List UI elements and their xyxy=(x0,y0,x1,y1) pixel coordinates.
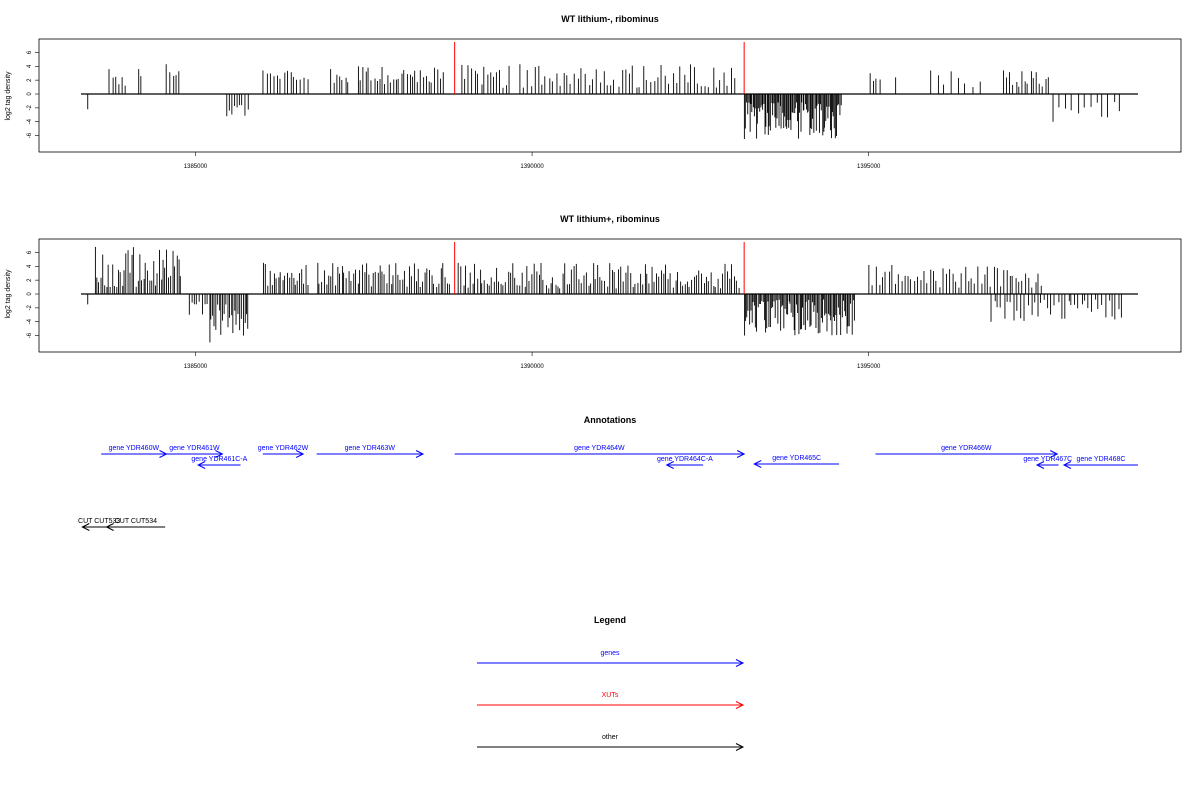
track-1-plot-frame xyxy=(38,38,1182,153)
gene-arrow: gene YDR463W xyxy=(316,445,425,458)
track-1-ylabel: log2 tag density xyxy=(5,71,12,121)
legend-item-label: XUTs xyxy=(602,692,619,699)
gene-arrow: gene YDR464C-A xyxy=(657,456,713,469)
x-tick-label: 1385000 xyxy=(184,364,208,370)
y-tick-label: 4 xyxy=(27,264,33,268)
other-label: CUT CUT534 xyxy=(115,518,157,525)
gene-label: gene YDR463W xyxy=(345,445,396,452)
track-2-title: WT lithium+, ribominus xyxy=(560,214,660,224)
gene-label: gene YDR460W xyxy=(109,445,160,452)
track-1-x-axis: 1385000 1390000 1395000 xyxy=(184,152,881,170)
x-tick-label: 1390000 xyxy=(520,164,544,170)
gene-label: gene YDR468C xyxy=(1077,456,1126,463)
gene-arrow: gene YDR467C xyxy=(1023,456,1072,469)
legend-items: genes XUTs other xyxy=(477,650,745,751)
legend-item-label: genes xyxy=(600,650,620,657)
y-tick-label: 0 xyxy=(27,292,33,296)
annotations-title: Annotations xyxy=(584,415,637,425)
track-1-y-axis: -6 -4 -2 0 2 4 6 xyxy=(27,50,39,138)
other-arrow: CUT CUT534 xyxy=(105,518,166,531)
y-tick-label: -4 xyxy=(27,318,33,324)
y-tick-label: 6 xyxy=(27,50,33,54)
gene-label: gene YDR467C xyxy=(1023,456,1072,463)
y-tick-label: -2 xyxy=(27,105,33,111)
gene-arrow: gene YDR466W xyxy=(875,445,1059,458)
other-label: CUT CUT533 xyxy=(78,518,120,525)
gene-label: gene YDR461C-A xyxy=(191,456,247,463)
y-tick-label: 2 xyxy=(27,78,33,82)
track-2-bars xyxy=(87,246,1122,343)
track-2-plot-frame xyxy=(38,238,1182,353)
legend: Legend genes XUTs other xyxy=(477,615,745,751)
track-panel-2: WT lithium+, ribominus log2 tag density … xyxy=(5,214,1182,370)
track-1-title: WT lithium-, ribominus xyxy=(561,14,659,24)
y-tick-label: 2 xyxy=(27,278,33,282)
gene-arrow: gene YDR461W xyxy=(166,445,224,458)
gene-label: gene YDR462W xyxy=(258,445,309,452)
legend-item-xuts: XUTs xyxy=(477,692,745,709)
gene-label: gene YDR465C xyxy=(772,455,821,462)
gene-arrow: gene YDR460W xyxy=(101,445,168,458)
gene-arrow: gene YDR468C xyxy=(1062,456,1138,469)
gene-arrow: gene YDR465C xyxy=(753,455,840,468)
y-tick-label: -6 xyxy=(27,132,33,138)
annotations-panel: Annotations gene YDR460W gene YDR461Wgene… xyxy=(78,415,1138,531)
gene-label: gene YDR466W xyxy=(941,445,992,452)
track-panel-1: WT lithium-, ribominus log2 tag density … xyxy=(5,14,1182,170)
y-tick-label: -6 xyxy=(27,332,33,338)
track-1-xut-markers xyxy=(454,42,745,94)
legend-item-other: other xyxy=(477,734,745,751)
track-2-y-axis: -6 -4 -2 0 2 4 6 xyxy=(27,250,39,338)
track-2-xut-markers xyxy=(454,242,745,294)
gene-arrow: gene YDR461C-A xyxy=(191,456,248,469)
legend-item-label: other xyxy=(602,734,619,741)
x-tick-label: 1395000 xyxy=(857,164,881,170)
track-2-x-axis: 1385000 1390000 1395000 xyxy=(184,352,881,370)
y-tick-label: 0 xyxy=(27,92,33,96)
legend-item-genes: genes xyxy=(477,650,745,667)
x-tick-label: 1385000 xyxy=(184,164,208,170)
track-1-bars xyxy=(87,64,1120,139)
gene-annotations: gene YDR460W gene YDR461W gene YDR461C-A ge… xyxy=(101,445,1138,469)
gene-label: gene YDR461W xyxy=(169,445,220,452)
y-tick-label: -2 xyxy=(27,305,33,311)
gene-label: gene YDR464W xyxy=(574,445,625,452)
legend-title: Legend xyxy=(594,615,626,625)
gene-label: gene YDR464C-A xyxy=(657,456,713,463)
track-2-ylabel: log2 tag density xyxy=(5,269,12,319)
y-tick-label: 6 xyxy=(27,250,33,254)
gene-arrow: gene YDR462W xyxy=(258,445,309,458)
y-tick-label: -4 xyxy=(27,118,33,124)
y-tick-label: 4 xyxy=(27,64,33,68)
gene-arrow: gene YDR464W xyxy=(454,445,746,458)
x-tick-label: 1390000 xyxy=(520,364,544,370)
x-tick-label: 1395000 xyxy=(857,364,881,370)
